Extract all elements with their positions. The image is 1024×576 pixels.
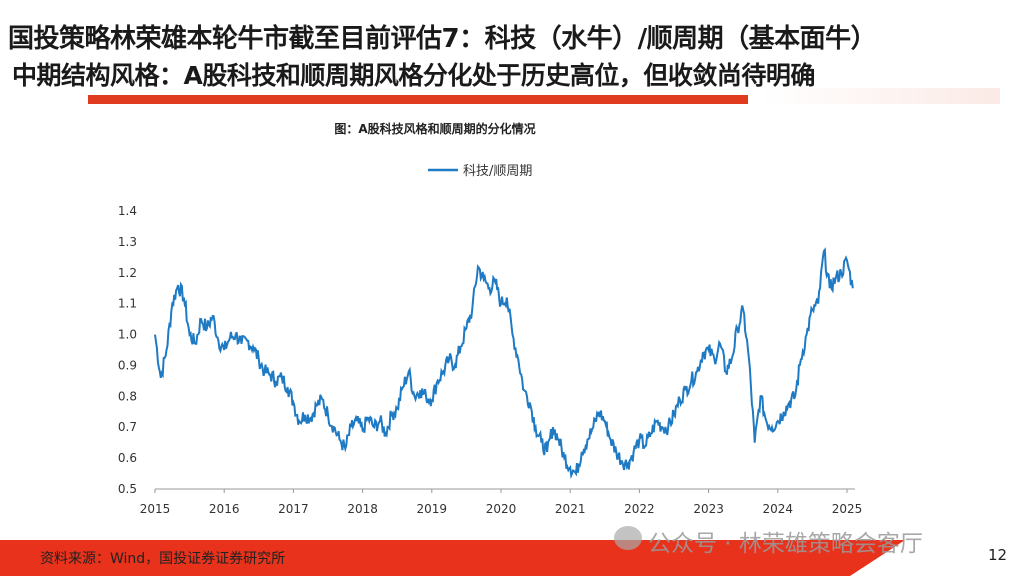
x-tick-label: 2023: [693, 502, 724, 516]
y-tick-label: 0.9: [118, 358, 137, 372]
x-tick-label: 2015: [140, 502, 171, 516]
wechat-icon: [614, 526, 642, 550]
x-tick-label: 2022: [624, 502, 655, 516]
slide-subtitle: 中期结构风格：A股科技和顺周期风格分化处于历史高位，但收敛尚待明确: [12, 61, 815, 90]
series-line: [154, 247, 854, 480]
title-underline: [88, 95, 748, 104]
slide-title: 国投策略林荣雄本轮牛市截至目前评估7：科技（水牛）/顺周期（基本面牛）: [8, 24, 877, 54]
legend-label: 科技/顺周期: [463, 164, 532, 179]
y-tick-label: 0.8: [118, 389, 137, 403]
y-tick-label: 1.2: [118, 266, 137, 280]
x-tick-label: 2016: [209, 502, 240, 516]
y-tick-label: 1.1: [118, 297, 137, 311]
y-tick-label: 0.6: [118, 451, 137, 465]
x-tick-label: 2017: [278, 502, 309, 516]
y-tick-label: 0.5: [118, 482, 137, 496]
y-tick-label: 0.7: [118, 420, 137, 434]
page-number: 12: [988, 546, 1008, 564]
source-note: 资料来源：Wind，国投证券证券研究所: [40, 551, 286, 567]
x-tick-label: 2019: [417, 502, 448, 516]
x-tick-label: 2020: [486, 502, 517, 516]
decor-band: [760, 88, 1000, 104]
x-tick-label: 2021: [555, 502, 586, 516]
y-tick-label: 1.0: [118, 328, 137, 342]
x-tick-label: 2024: [763, 502, 794, 516]
watermark: 公众号 · 林荣雄策略会客厅: [648, 531, 923, 557]
x-tick-label: 2018: [347, 502, 378, 516]
chart-title: 图：A股科技风格和顺周期的分化情况: [334, 122, 536, 136]
y-tick-label: 1.3: [118, 235, 137, 249]
y-tick-label: 1.4: [118, 204, 137, 218]
x-tick-label: 2025: [832, 502, 863, 516]
